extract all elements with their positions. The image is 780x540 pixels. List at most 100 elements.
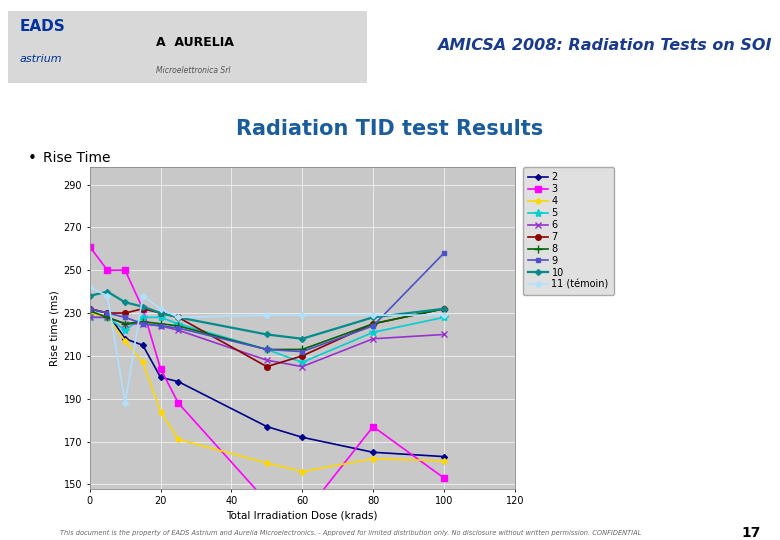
4: [439, 457, 448, 464]
Line: 6: 6: [87, 314, 448, 370]
11 (témoin): [298, 312, 307, 319]
4: [298, 468, 307, 475]
10: [298, 335, 307, 342]
10: [156, 310, 165, 316]
Line: 10: 10: [87, 289, 446, 341]
10: [174, 314, 183, 321]
5: [439, 314, 448, 321]
6: [439, 331, 448, 338]
Y-axis label: Rise time (ms): Rise time (ms): [49, 290, 59, 366]
8: [138, 319, 147, 325]
9: [138, 321, 147, 327]
Text: Rise Time: Rise Time: [43, 151, 111, 165]
11 (témoin): [439, 312, 448, 319]
5: [298, 359, 307, 366]
10: [85, 293, 94, 299]
10: [439, 306, 448, 312]
2: [103, 310, 112, 316]
8: [262, 346, 271, 353]
5: [174, 321, 183, 327]
5: [103, 314, 112, 321]
2: [120, 335, 129, 342]
2: [85, 306, 94, 312]
9: [298, 348, 307, 355]
4: [368, 455, 378, 462]
2: [156, 374, 165, 381]
7: [138, 306, 147, 312]
3: [156, 366, 165, 372]
8: [298, 346, 307, 353]
Text: AMICSA 2008: Radiation Tests on SOI: AMICSA 2008: Radiation Tests on SOI: [437, 38, 771, 53]
3: [439, 475, 448, 481]
Line: 3: 3: [87, 244, 447, 519]
4: [156, 408, 165, 415]
6: [262, 357, 271, 363]
8: [120, 321, 129, 327]
Text: •: •: [27, 151, 36, 166]
Text: EADS: EADS: [20, 19, 66, 34]
6: [368, 335, 378, 342]
5: [368, 329, 378, 335]
Line: 7: 7: [87, 306, 447, 369]
9: [174, 325, 183, 331]
6: [156, 323, 165, 329]
3: [174, 400, 183, 406]
11 (témoin): [156, 306, 165, 312]
11 (témoin): [85, 284, 94, 291]
11 (témoin): [120, 400, 129, 406]
5: [138, 314, 147, 321]
Line: 2: 2: [87, 307, 446, 458]
6: [103, 314, 112, 321]
10: [120, 299, 129, 306]
X-axis label: Total Irradiation Dose (krads): Total Irradiation Dose (krads): [226, 510, 378, 521]
11 (témoin): [262, 312, 271, 319]
Text: Microelettronica Srl: Microelettronica Srl: [156, 66, 231, 76]
Line: 9: 9: [87, 251, 446, 354]
Text: This document is the property of EADS Astrium and Aurelia Microelectronics. - Ap: This document is the property of EADS As…: [60, 530, 642, 536]
Text: astrium: astrium: [20, 53, 62, 64]
6: [85, 314, 94, 321]
6: [120, 321, 129, 327]
6: [174, 327, 183, 333]
7: [85, 306, 94, 312]
11 (témoin): [103, 293, 112, 299]
9: [120, 314, 129, 321]
3: [85, 244, 94, 250]
Legend: 2, 3, 4, 5, 6, 7, 8, 9, 10, 11 (témoin): 2, 3, 4, 5, 6, 7, 8, 9, 10, 11 (témoin): [523, 167, 614, 295]
7: [262, 363, 271, 370]
3: [138, 306, 147, 312]
8: [174, 323, 183, 329]
8: [156, 321, 165, 327]
Line: 11 (témoin): 11 (témoin): [87, 285, 446, 405]
7: [368, 321, 378, 327]
Text: A  AURELIA: A AURELIA: [156, 36, 234, 49]
4: [138, 359, 147, 366]
8: [85, 308, 94, 314]
3: [368, 423, 378, 430]
4: [103, 314, 112, 321]
3: [298, 514, 307, 520]
9: [85, 306, 94, 312]
5: [85, 314, 94, 321]
FancyBboxPatch shape: [8, 11, 367, 83]
2: [174, 379, 183, 385]
5: [262, 346, 271, 353]
8: [103, 314, 112, 321]
9: [439, 250, 448, 256]
Text: Radiation TID test Results: Radiation TID test Results: [236, 119, 544, 139]
8: [368, 321, 378, 327]
11 (témoin): [174, 314, 183, 321]
4: [85, 310, 94, 316]
7: [120, 310, 129, 316]
7: [103, 310, 112, 316]
2: [439, 453, 448, 460]
9: [156, 323, 165, 329]
3: [103, 267, 112, 273]
7: [298, 353, 307, 359]
6: [138, 321, 147, 327]
6: [298, 363, 307, 370]
7: [174, 314, 183, 321]
4: [174, 436, 183, 443]
10: [138, 303, 147, 310]
10: [103, 288, 112, 295]
